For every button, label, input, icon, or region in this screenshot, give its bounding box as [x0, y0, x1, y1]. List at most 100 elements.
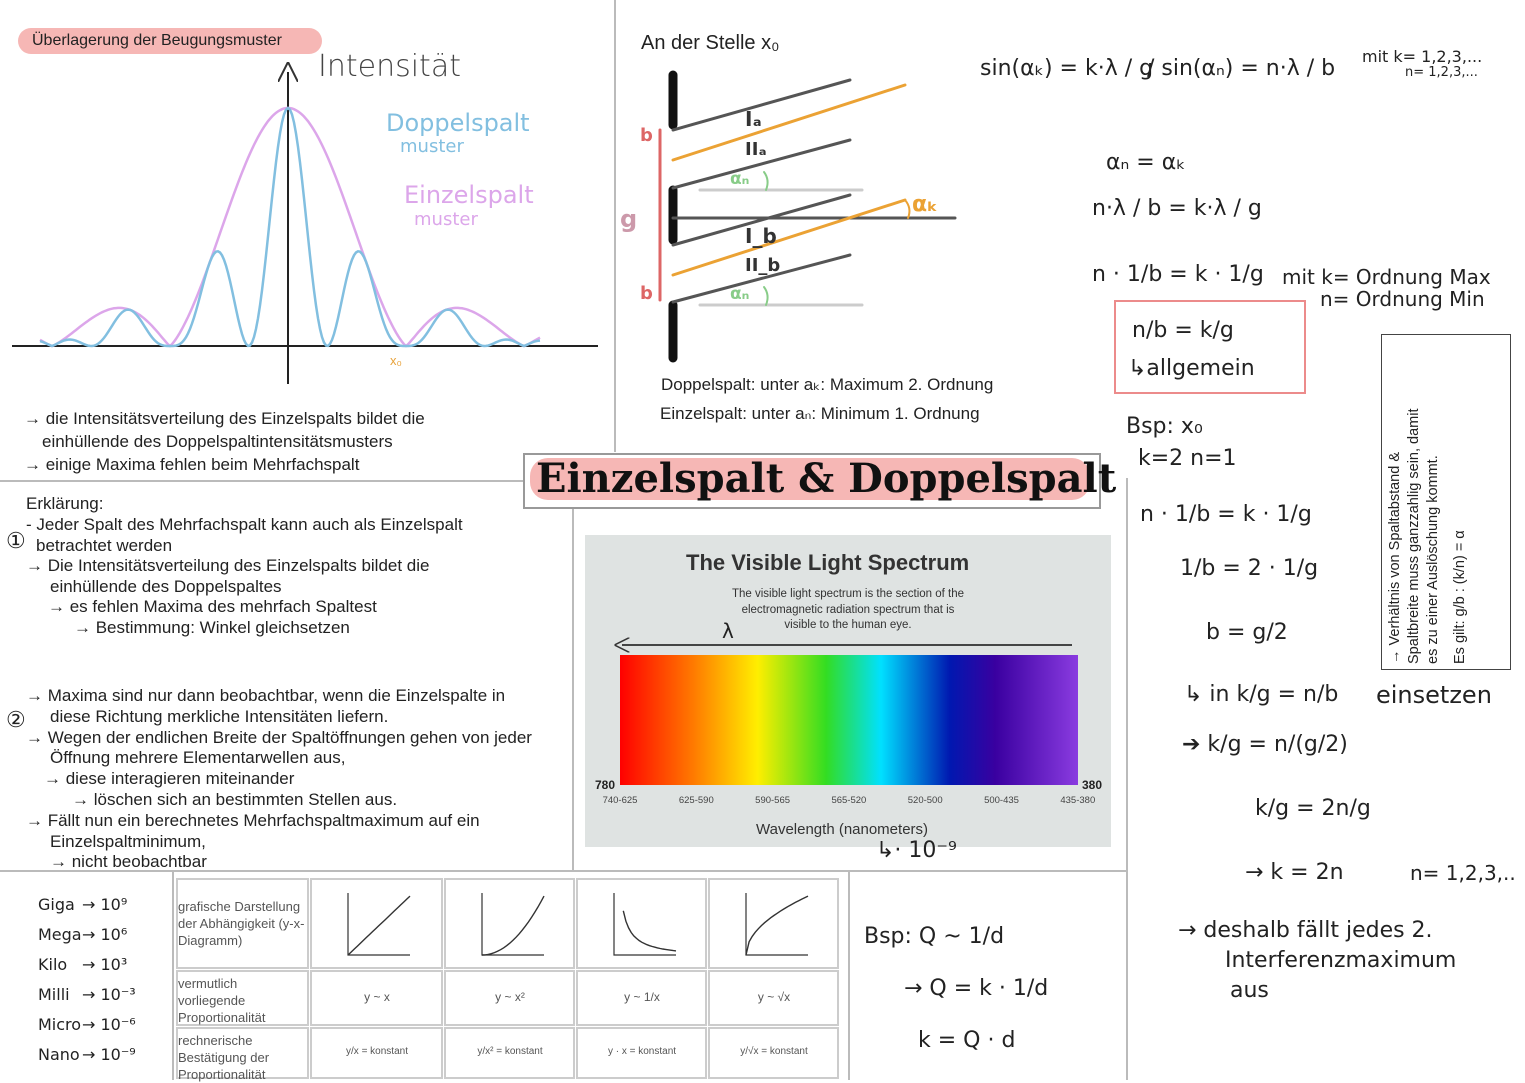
- range-label: 520-500: [907, 795, 943, 806]
- prefix-value: → 10⁹: [82, 895, 128, 914]
- range-end: 780: [595, 778, 616, 792]
- text-line: → diese interagieren miteinander: [44, 769, 295, 789]
- table-cell: [310, 1027, 443, 1079]
- range-label: 625-590: [678, 795, 714, 806]
- formula: k/g = 2n/g: [1255, 796, 1371, 821]
- side-note-line: es zu einer Auslöschung kommt.: [1425, 455, 1441, 664]
- diagram-label: Iₐ: [745, 107, 762, 131]
- formula: → k = 2n: [1245, 860, 1344, 885]
- text-line: diese Richtung merkliche Intensitäten li…: [50, 706, 389, 726]
- side-note-line: Spaltbreite muss ganzzahlig sein, damit: [1406, 408, 1422, 665]
- thumbnail-axes: [613, 893, 676, 956]
- prefix-name: Giga: [38, 895, 75, 914]
- prefix-value: → 10⁻³: [82, 985, 136, 1004]
- spectrum-text: electromagnetic radiation spectrum that …: [741, 603, 955, 616]
- prefix-value: → 10⁻⁹: [82, 1045, 136, 1064]
- range-label: 740-625: [602, 795, 638, 806]
- formula: mit k= 1,2,3,...: [1362, 47, 1483, 66]
- text-line: → Maxima sind nur dann beobachtbar, wenn…: [26, 686, 506, 705]
- divider: [572, 505, 574, 870]
- text-line: betrachtet werden: [36, 535, 173, 555]
- formula: n · 1/b = k · 1/g: [1092, 262, 1264, 287]
- x0-label: x₀: [390, 353, 402, 368]
- slit-diagram: [658, 70, 957, 363]
- divider: [1126, 478, 1128, 1080]
- diagram-label: b: [640, 283, 653, 304]
- legend-label: muster: [414, 209, 478, 230]
- table-cell: [708, 970, 839, 1026]
- caption: Einzelspalt: unter aₙ: Minimum 1. Ordnun…: [660, 404, 980, 423]
- spectrum-text: visible to the human eye.: [784, 619, 912, 631]
- marker: ②: [6, 707, 26, 732]
- example-line: k = Q · d: [918, 1028, 1016, 1053]
- page-title: Einzelspalt & Doppelspalt: [536, 455, 1117, 502]
- text-line: - Jeder Spalt des Mehrfachspalt kann auc…: [26, 515, 463, 534]
- table-cell: [176, 878, 309, 969]
- formula: aus: [1230, 978, 1269, 1003]
- note-line: → einige Maxima fehlen beim Mehrfachspal…: [24, 455, 360, 474]
- row-head: grafische Darstellung der Abhängigkeit (…: [178, 899, 305, 948]
- diagram-label: αₙ: [730, 169, 750, 189]
- confirmation: y/x² = konstant: [477, 1046, 543, 1057]
- tag-pill: [18, 28, 322, 54]
- text-line: → Fällt nun ein berechnetes Mehrfachspal…: [26, 810, 480, 830]
- prefix-name: Nano: [38, 1045, 80, 1064]
- divider: [172, 872, 174, 1080]
- text-line: → es fehlen Maxima des mehrfach Spaltest: [48, 597, 377, 616]
- text-line: → löschen sich an bestimmten Stellen aus…: [72, 790, 398, 809]
- spectrum-title: The Visible Light Spectrum: [686, 550, 970, 575]
- side-note-box: [1381, 334, 1511, 670]
- confirmation: y/x = konstant: [346, 1046, 408, 1057]
- legend-label: Doppelspalt: [386, 109, 530, 137]
- prefix-value: → 10³: [82, 955, 128, 974]
- range-end: 380: [1082, 778, 1103, 792]
- title-highlight: [530, 458, 1090, 500]
- formula: b = g/2: [1206, 620, 1288, 645]
- text-line: → Wegen der endlichen Breite der Spaltöf…: [26, 727, 532, 747]
- text-line: → Die Intensitätsverteilung des Einzelsp…: [26, 556, 430, 575]
- formula: Bsp: x₀: [1126, 414, 1203, 439]
- table-cell: [576, 878, 707, 969]
- double-slit-curve: [39, 106, 541, 348]
- formula: / sin(αₙ) = n·λ / b: [1147, 56, 1336, 81]
- proportionality: y ~ x²: [495, 990, 525, 1004]
- formula: Interferenzmaximum: [1225, 948, 1457, 973]
- formula: 1/b = 2 · 1/g: [1180, 556, 1319, 581]
- formula-box: [1114, 300, 1306, 394]
- divider: [0, 870, 1127, 872]
- prefix-value: → 10⁻⁶: [82, 1015, 136, 1034]
- text-line: → nicht beobachtbar: [50, 852, 207, 872]
- diagram-label: αₖ: [912, 192, 938, 217]
- formula: mit k= Ordnung Max: [1282, 265, 1491, 289]
- formula: n·λ / b = k·λ / g: [1092, 196, 1262, 221]
- caption: Doppelspalt: unter aₖ: Maximum 2. Ordnun…: [661, 375, 994, 394]
- formula: ↳allgemein: [1128, 356, 1255, 381]
- thumbnail-curve: [481, 895, 545, 956]
- example-line: → Q = k · 1/d: [904, 976, 1049, 1001]
- range-label: 590-565: [755, 795, 791, 806]
- text-line: → Bestimmung: Winkel gleichsetzen: [74, 617, 350, 637]
- formula: n= Ordnung Min: [1320, 287, 1485, 311]
- axis-label: Intensität: [318, 49, 461, 84]
- side-note: → Verhältnis von Spaltabstand & Spaltbrei…: [1386, 336, 1470, 665]
- formula: ↳ in k/g = n/b: [1184, 682, 1339, 707]
- formula: n/b = k/g: [1132, 318, 1234, 343]
- formula: sin(αₖ) = k·λ / g: [980, 56, 1154, 81]
- proportionality: y ~ 1/x: [624, 990, 660, 1004]
- axis-label: Wavelength (nanometers): [756, 821, 929, 838]
- side-note-line: → Verhältnis von Spaltabstand &: [1387, 452, 1403, 664]
- table-cell: [176, 1027, 309, 1079]
- thumbnail-curve: [745, 895, 809, 956]
- table-cell: [444, 1027, 575, 1079]
- range-label: 500-435: [984, 795, 1019, 806]
- table-cell: [708, 1027, 839, 1079]
- formula: → deshalb fällt jedes 2.: [1178, 918, 1433, 943]
- heading: An der Stelle x₀: [641, 32, 780, 54]
- formula: αₙ = αₖ: [1106, 150, 1186, 175]
- legend-label: Einzelspalt: [404, 181, 534, 209]
- formula: einsetzen: [1376, 681, 1492, 709]
- range-label: 435-380: [1060, 795, 1096, 806]
- table-cell: [310, 970, 443, 1026]
